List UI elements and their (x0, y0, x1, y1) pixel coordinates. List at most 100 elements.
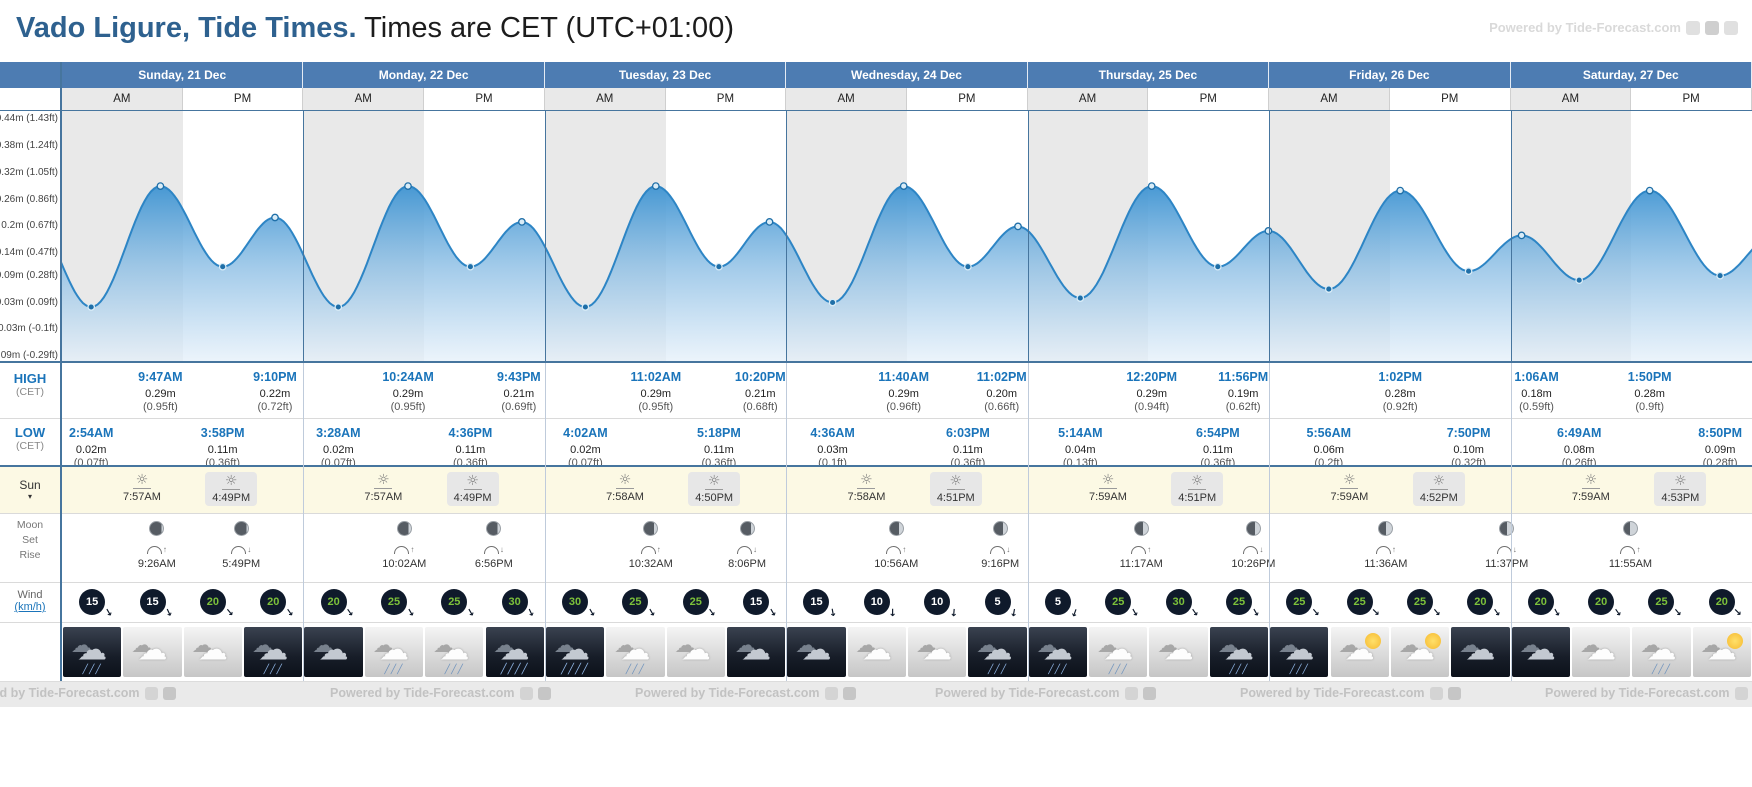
social-icon[interactable] (1686, 20, 1700, 35)
sunrise-entry: 7:57AM (116, 472, 168, 503)
ampm-label-am: AM (1510, 88, 1632, 110)
sun-rise-time: 7:58AM (847, 491, 886, 503)
tide-time: 1:50PM (1627, 370, 1672, 384)
social-icon[interactable] (1734, 686, 1748, 700)
moon-rise-entry: ↑ 10:02AM (374, 521, 434, 570)
social-icon[interactable] (824, 686, 838, 700)
arrow-up-icon: ↑ (162, 545, 167, 554)
social-icon[interactable] (842, 686, 856, 700)
day-header-7: Saturday, 27 Dec (1511, 62, 1752, 88)
social-icon[interactable] (537, 686, 551, 700)
moon-rise-entry: ↑ 11:55AM (1600, 521, 1660, 570)
tide-low-dot (1213, 262, 1222, 271)
cloud-icon: ☁ (1580, 633, 1602, 657)
watermark-text: Powered by Tide-Forecast.com (635, 686, 820, 700)
sun-set-time: 4:52PM (1419, 492, 1458, 504)
cloud-icon: ☁ (191, 633, 213, 657)
wind-speed: 30 (568, 596, 582, 608)
moon-rise-icon: ↑ (621, 543, 681, 554)
wind-row: 15 → 15 → 20 → 20 → 20 → 25 → 25 → 30 → 30 → 25 → 25 → 15 → 15 → 1… (0, 583, 1752, 623)
tide-high-dot (271, 213, 279, 222)
weather-cell-cloud: ☁ ☁ (666, 627, 725, 677)
social-icon[interactable] (1429, 686, 1443, 700)
moon-rise-time: 10:32AM (628, 558, 673, 570)
tide-high-dot (1517, 231, 1526, 240)
weather-cell-rain: ☁ ☁ ╱╱╱ (63, 627, 122, 677)
social-icon[interactable] (144, 686, 158, 700)
wind-badge: 30 → (562, 589, 598, 619)
rain-icon: ╱╱╱╱ (500, 664, 529, 675)
tide-time: 11:40AM (878, 370, 930, 384)
cloud-icon: ☁ (680, 632, 711, 668)
tide-height-m: 0.18m (1521, 387, 1552, 400)
footer-watermark: Powered by Tide-Forecast.com (635, 686, 856, 700)
day-separator (303, 110, 305, 363)
wind-badge: 15 → (803, 589, 838, 618)
wind-speed: 25 (1353, 596, 1366, 608)
wind-badge: 5 → (984, 589, 1019, 618)
tide-height-ft: (0.66ft) (984, 401, 1020, 414)
tide-low-entry: 6:03PM 0.11m (0.36ft) (918, 426, 1018, 471)
weather-cell-cloud: ☁ ☁ (847, 627, 906, 677)
tide-time: 4:36PM (448, 426, 493, 440)
weather-cell-rain: ☁ ☁ ╱╱╱ (364, 627, 424, 677)
social-icon[interactable] (1447, 686, 1461, 700)
divider (0, 361, 1752, 363)
wind-speed: 25 (1293, 596, 1306, 608)
moon-arc-icon (231, 546, 247, 554)
cloud-icon: ☁ (1640, 633, 1662, 657)
wind-speed: 20 (1534, 596, 1547, 608)
wind-speed: 5 (994, 596, 1001, 608)
cloud-icon: ☁ (137, 632, 168, 668)
social-icon[interactable] (1142, 686, 1156, 700)
wind-speed: 15 (146, 596, 159, 608)
tide-time: 7:50PM (1446, 426, 1491, 440)
sun-set-time: 4:53PM (1661, 492, 1700, 504)
tide-high-entry: 11:02PM 0.20m (0.66ft) (952, 370, 1052, 415)
wind-badge: 30 → (1165, 589, 1201, 619)
wind-speed: 15 (810, 596, 823, 608)
moon-set-icon: ↓ (1223, 543, 1283, 554)
moon-label-text: Moon (16, 519, 44, 531)
sun-row-label[interactable]: Sun ▾ (0, 478, 60, 501)
y-axis-tick: -0.09m (-0.29ft) (0, 350, 61, 363)
tide-high-dot (651, 182, 660, 190)
social-icon[interactable] (1124, 686, 1138, 700)
cloud-icon: ☁ (1465, 632, 1496, 668)
moon-rise-time: 11:36AM (1364, 558, 1408, 570)
moon-rise-entry: ↑ 11:17AM (1111, 521, 1171, 570)
wind-speed: 5 (1054, 596, 1061, 608)
wind-badge: 25 → (1225, 589, 1262, 619)
wind-unit-link[interactable]: (km/h) (14, 601, 46, 613)
tide-time: 9:43PM (496, 370, 541, 384)
moon-phase-icon (396, 521, 412, 536)
tide-height-m: 0.02m (323, 443, 354, 456)
rain-icon: ╱╱╱ (625, 665, 646, 675)
sunset-icon (946, 473, 965, 490)
moon-set-time: 6:56PM (474, 558, 513, 570)
sunrise-entry: 7:58AM (840, 472, 892, 503)
moon-arc-icon (1243, 546, 1259, 554)
divider (0, 622, 1752, 623)
moon-phase-icon (233, 521, 249, 536)
wind-badge: 20 → (1588, 589, 1624, 619)
social-icon[interactable] (162, 686, 176, 700)
social-icon[interactable] (519, 686, 533, 700)
weather-cell-sun-cloud: ☁ ☁ (1692, 627, 1751, 677)
wind-speed: 25 (1112, 596, 1125, 608)
cloud-icon: ☁ (1163, 632, 1194, 668)
cloud-icon: ☁ (1097, 633, 1119, 657)
y-axis-tick-label: -0.09m (-0.29ft) (0, 350, 58, 362)
social-icon[interactable] (1705, 20, 1719, 35)
wind-badge: 30 → (501, 589, 537, 619)
tide-low-dot (334, 303, 343, 311)
tide-height-m: 0.29m (1136, 387, 1168, 400)
tide-high-dot (156, 182, 165, 190)
sunrise-entry: 7:59AM (1323, 472, 1375, 503)
moon-set-icon: ↓ (717, 543, 777, 554)
social-icon[interactable] (1724, 20, 1738, 35)
cloud-icon: ☁ (131, 633, 153, 657)
tide-high-entry: 1:02PM 0.28m (0.92ft) (1350, 370, 1450, 415)
cloud-icon: ☁ (1646, 632, 1677, 668)
